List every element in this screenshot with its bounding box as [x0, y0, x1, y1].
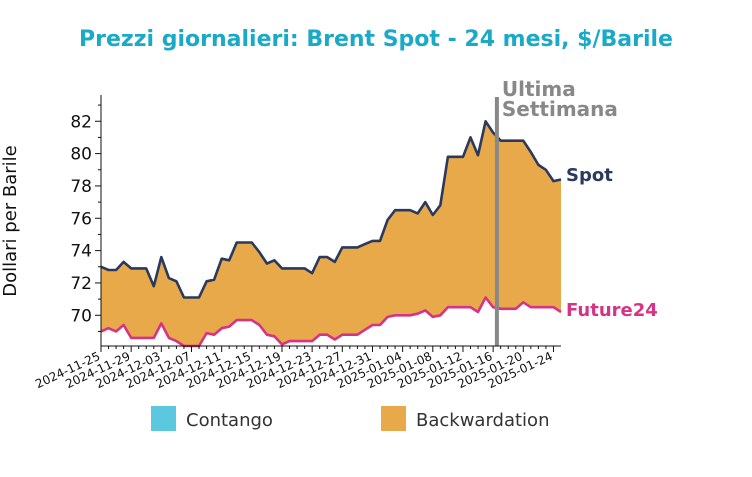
series-line-future24	[100, 296, 562, 348]
legend-label-backwardation: Backwardation	[416, 410, 549, 431]
legend-swatch-contango	[151, 406, 176, 431]
y-tick-label: 78	[70, 177, 92, 197]
last-week-annotation-line2: Settimana	[502, 97, 618, 121]
series-line-spot	[100, 120, 562, 299]
plot-area	[100, 97, 562, 348]
y-tick-label: 76	[70, 209, 92, 229]
y-tick-label: 70	[70, 306, 92, 326]
legend-swatch-backwardation	[381, 406, 406, 431]
y-axis-label: Dollari per Barile	[0, 145, 21, 297]
series-label-future24: Future24	[566, 300, 658, 321]
y-tick-label: 80	[70, 145, 92, 165]
backwardation-area	[101, 121, 561, 346]
series-label-spot: Spot	[566, 165, 613, 186]
chart-title: Prezzi giornalieri: Brent Spot - 24 mesi…	[79, 27, 673, 52]
y-tick-label: 72	[70, 274, 92, 294]
y-tick-label: 74	[70, 242, 92, 262]
y-tick-label: 82	[70, 112, 92, 132]
legend-label-contango: Contango	[186, 410, 273, 431]
legend: Contango Backwardation	[151, 406, 549, 431]
last-week-annotation-line1: Ultima	[502, 77, 576, 101]
